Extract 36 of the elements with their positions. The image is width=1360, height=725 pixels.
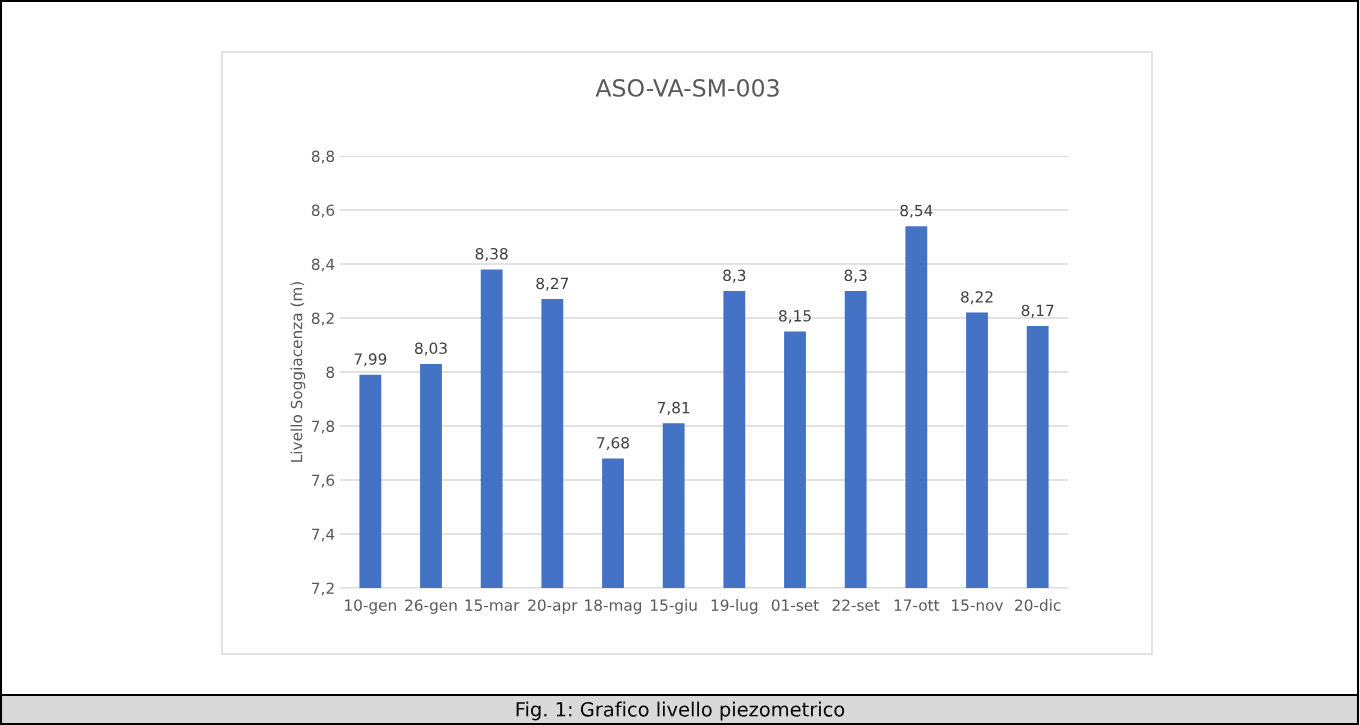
x-tick-label: 17-ott <box>894 599 940 611</box>
x-tick-label: 15-mar <box>465 599 520 611</box>
x-tick-label: 15-nov <box>952 599 1004 611</box>
x-tick-label: 20-dic <box>1015 599 1061 611</box>
y-tick-label: 7,2 <box>312 582 334 596</box>
y-axis-title: Livello Soggiacenza (m) <box>290 282 306 462</box>
x-tick-label: 19-lug <box>711 599 758 614</box>
data-label: 8,22 <box>961 291 993 305</box>
x-tick-label: 18-mag <box>585 599 642 614</box>
x-tick-label: 10-gen <box>345 599 396 614</box>
data-label: 8,3 <box>723 269 746 283</box>
data-label: 7,81 <box>657 401 690 415</box>
x-tick-label: 26-gen <box>405 599 457 614</box>
y-tick-label: 7,4 <box>312 528 335 542</box>
y-tick-label: 8,4 <box>311 258 335 272</box>
x-tick-label: 20-apr <box>528 599 578 614</box>
data-label: 8,15 <box>779 310 811 324</box>
caption: Fig. 1: Grafico livello piezometrico <box>516 701 845 721</box>
data-label: 8,54 <box>900 204 933 218</box>
data-label: 7,99 <box>354 353 387 367</box>
y-tick-label: 8,2 <box>311 312 334 326</box>
data-label: 8,38 <box>475 247 508 262</box>
data-label: 8,17 <box>1021 304 1054 318</box>
x-tick-label: 22-set <box>832 599 880 611</box>
data-label: 7,68 <box>597 436 629 451</box>
data-label: 8,03 <box>415 342 447 356</box>
x-tick-label: 01-set <box>771 599 819 611</box>
y-tick-label: 7,6 <box>312 474 335 488</box>
y-tick-label: 8,6 <box>311 204 335 218</box>
data-label: 8,27 <box>536 277 569 291</box>
x-tick-label: 15-giu <box>651 599 697 614</box>
y-tick-label: 7,8 <box>312 420 335 434</box>
y-tick-label: 8 <box>326 366 335 379</box>
data-label: 8,3 <box>844 269 867 283</box>
chart-title: ASO-VA-SM-003 <box>595 78 779 97</box>
y-tick-label: 8,8 <box>311 150 335 164</box>
